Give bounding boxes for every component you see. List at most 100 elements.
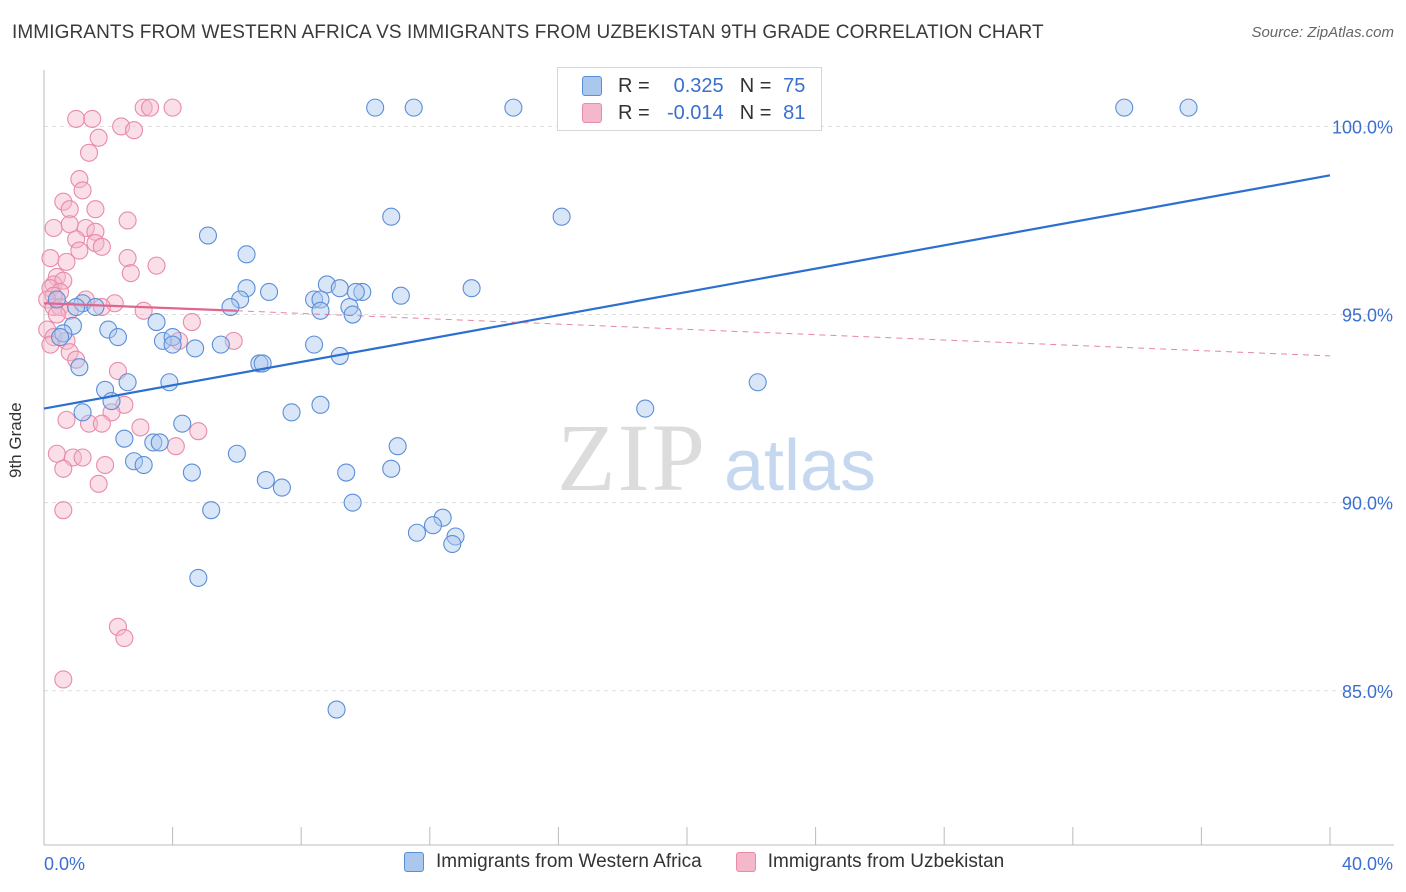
data-point-western-africa bbox=[256, 471, 275, 490]
data-point-western-africa bbox=[343, 305, 362, 324]
data-point-western-africa bbox=[1115, 98, 1134, 117]
data-point-western-africa bbox=[73, 403, 92, 422]
legend-swatch-pink bbox=[582, 103, 602, 123]
data-point-uzbekistan bbox=[41, 335, 60, 354]
data-point-western-africa bbox=[407, 523, 426, 542]
series-label-uzbekistan: Immigrants from Uzbekistan bbox=[767, 851, 1005, 872]
series-legend-western-africa: Immigrants from Western Africa bbox=[404, 851, 702, 873]
data-point-western-africa bbox=[391, 286, 410, 305]
data-point-western-africa bbox=[147, 313, 166, 332]
data-point-western-africa bbox=[748, 373, 767, 392]
data-point-western-africa bbox=[388, 437, 407, 456]
data-point-western-africa bbox=[163, 335, 182, 354]
data-point-western-africa bbox=[231, 290, 250, 309]
data-point-uzbekistan bbox=[54, 459, 73, 478]
data-point-uzbekistan bbox=[134, 98, 153, 117]
legend-n-label: N = bbox=[739, 74, 772, 97]
trend-lines bbox=[43, 174, 1331, 410]
data-point-western-africa bbox=[86, 297, 105, 317]
data-point-western-africa bbox=[443, 534, 462, 554]
data-point-western-africa bbox=[636, 399, 655, 418]
trend-line-western-africa bbox=[43, 174, 1331, 410]
data-point-western-africa bbox=[305, 290, 324, 309]
data-point-western-africa bbox=[160, 373, 179, 392]
data-point-western-africa bbox=[404, 98, 423, 117]
series-uzbekistan-points bbox=[38, 98, 243, 689]
data-point-uzbekistan bbox=[47, 444, 66, 463]
legend-row-uzbekistan: R = -0.014 N = 81 bbox=[582, 100, 805, 126]
data-point-uzbekistan bbox=[92, 237, 111, 256]
data-point-western-africa bbox=[144, 433, 163, 452]
data-point-western-africa bbox=[259, 282, 279, 302]
data-point-uzbekistan bbox=[70, 241, 89, 260]
data-point-uzbekistan bbox=[47, 305, 66, 324]
source-credit: Source: ZipAtlas.com bbox=[1251, 24, 1394, 41]
data-point-western-africa bbox=[173, 414, 192, 433]
data-point-uzbekistan bbox=[118, 249, 137, 268]
data-point-uzbekistan bbox=[96, 455, 115, 475]
data-point-western-africa bbox=[311, 395, 330, 414]
data-point-uzbekistan bbox=[182, 313, 201, 332]
watermark-zip: ZIP bbox=[557, 404, 707, 511]
legend-r-value: -0.014 bbox=[666, 101, 724, 124]
y-tick-label: 95.0% bbox=[1342, 306, 1393, 326]
data-point-western-africa bbox=[366, 98, 385, 117]
data-point-uzbekistan bbox=[163, 98, 182, 117]
data-point-western-africa bbox=[433, 508, 452, 527]
data-point-western-africa bbox=[337, 463, 356, 482]
watermark-atlas: atlas bbox=[724, 426, 876, 506]
legend-n-value: 75 bbox=[783, 74, 806, 97]
data-point-uzbekistan bbox=[41, 249, 60, 268]
data-point-western-africa bbox=[186, 339, 205, 358]
legend-n-value: 81 bbox=[783, 101, 806, 124]
data-point-western-africa bbox=[237, 245, 256, 264]
data-point-uzbekistan bbox=[60, 343, 79, 362]
data-point-uzbekistan bbox=[60, 200, 79, 219]
data-point-uzbekistan bbox=[83, 109, 102, 128]
data-point-uzbekistan bbox=[92, 297, 111, 317]
data-point-western-africa bbox=[150, 433, 169, 452]
data-point-uzbekistan bbox=[147, 256, 166, 275]
data-point-uzbekistan bbox=[124, 121, 144, 140]
data-point-western-africa bbox=[118, 373, 137, 392]
data-point-western-africa bbox=[221, 297, 240, 317]
y-tick-label: 85.0% bbox=[1342, 682, 1393, 702]
trend-line-uzbekistan bbox=[43, 302, 237, 312]
data-point-western-africa bbox=[198, 226, 218, 245]
data-point-uzbekistan bbox=[166, 437, 185, 456]
data-point-western-africa bbox=[504, 98, 523, 117]
data-point-uzbekistan bbox=[79, 143, 99, 162]
data-point-uzbekistan bbox=[54, 501, 73, 520]
data-point-western-africa bbox=[462, 279, 481, 298]
data-point-uzbekistan bbox=[54, 670, 73, 689]
series-legend: Immigrants from Western Africa Immigrant… bbox=[404, 851, 1038, 873]
data-point-uzbekistan bbox=[54, 192, 73, 211]
data-point-western-africa bbox=[47, 290, 66, 309]
data-point-western-africa bbox=[108, 328, 127, 347]
data-point-uzbekistan bbox=[118, 211, 137, 230]
data-point-uzbekistan bbox=[121, 264, 140, 283]
trend-line-uzbekistan-extension bbox=[236, 310, 1331, 357]
data-point-uzbekistan bbox=[86, 200, 105, 219]
data-point-uzbekistan bbox=[89, 128, 108, 147]
data-point-uzbekistan bbox=[89, 474, 108, 493]
series-swatch-pink bbox=[735, 852, 756, 872]
legend-r-label: R = bbox=[618, 101, 650, 124]
data-point-western-africa bbox=[70, 358, 89, 377]
axes bbox=[43, 70, 1394, 846]
data-point-western-africa bbox=[1179, 98, 1198, 117]
data-point-western-africa bbox=[330, 279, 349, 298]
legend-swatch-blue bbox=[582, 76, 602, 96]
data-point-western-africa bbox=[311, 301, 330, 320]
watermark: ZIP atlas bbox=[557, 404, 876, 511]
data-point-uzbekistan bbox=[44, 218, 63, 238]
data-point-uzbekistan bbox=[67, 109, 86, 128]
data-point-western-africa bbox=[67, 297, 86, 317]
data-point-western-africa bbox=[237, 279, 256, 298]
data-point-western-africa bbox=[327, 700, 346, 719]
y-axis-label: 9th Grade bbox=[6, 402, 25, 478]
data-point-western-africa bbox=[227, 444, 246, 463]
data-point-western-africa bbox=[153, 331, 173, 350]
data-point-western-africa bbox=[124, 452, 144, 471]
